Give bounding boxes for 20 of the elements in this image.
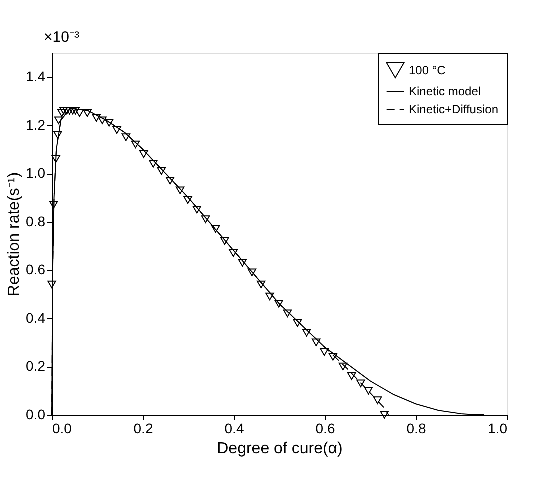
x-tick-label: 0.8 <box>406 420 426 436</box>
y-tick-label: 1.0 <box>26 165 46 182</box>
y-tick-label: 1.4 <box>26 68 46 85</box>
x-tick-label: 0.6 <box>316 420 336 436</box>
x-tick-label: 1.0 <box>488 420 508 436</box>
x-axis-title: Degree of cure(α) <box>217 440 343 458</box>
x-tick-label: 0.4 <box>224 420 244 436</box>
y-tick-label: 0.4 <box>26 310 46 326</box>
x-tick-label: 0.0 <box>52 420 72 436</box>
legend-label: 100 °C <box>409 64 446 78</box>
legend-label: Kinetic+Diffusion <box>409 102 498 116</box>
y-tick-label: 1.2 <box>26 116 46 133</box>
y-tick-label: 0.8 <box>26 213 46 230</box>
text: ×10⁻³ <box>44 29 80 46</box>
x-tick-label: 0.2 <box>134 420 154 436</box>
y-axis-title: Reaction rate(s⁻¹) <box>6 172 24 297</box>
y-tick-label: 0.2 <box>26 358 46 374</box>
legend-label: Kinetic model <box>409 84 482 98</box>
y-tick-label: 0.0 <box>26 406 46 422</box>
y-tick-label: 0.6 <box>26 262 46 278</box>
